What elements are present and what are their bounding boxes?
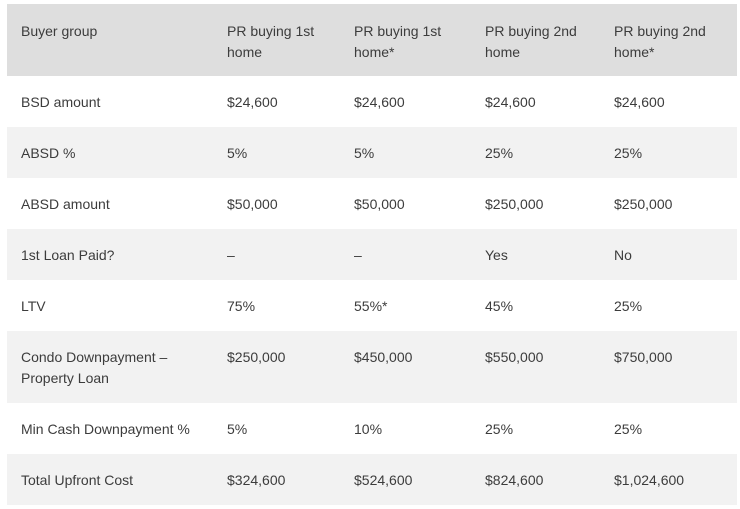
header-pr-1st-home: PR buying 1st home <box>227 23 315 60</box>
cell-value: 25% <box>485 145 514 161</box>
cell-value: $550,000 <box>485 349 544 365</box>
row-label: BSD amount <box>21 94 101 110</box>
cell-value: $24,600 <box>227 94 278 110</box>
cell-value: $824,600 <box>485 472 544 488</box>
cell-value: $50,000 <box>227 196 278 212</box>
cell-value: No <box>614 247 632 263</box>
comparison-table-container: Buyer group PR buying 1st home PR buying… <box>7 4 737 505</box>
table-row: Condo Downpayment – Property Loan $250,0… <box>7 331 737 403</box>
cell-value: $50,000 <box>354 196 405 212</box>
cell-value: 10% <box>354 421 383 437</box>
cell-value: – <box>227 247 235 263</box>
table-header-row: Buyer group PR buying 1st home PR buying… <box>7 4 737 76</box>
cell-value: 25% <box>614 298 643 314</box>
cell-value: $1,024,600 <box>614 472 685 488</box>
row-label: Total Upfront Cost <box>21 472 134 488</box>
cell-value: 5% <box>354 145 375 161</box>
cell-value: 75% <box>227 298 256 314</box>
cell-value: 5% <box>227 145 248 161</box>
table-row: Min Cash Downpayment % 5% 10% 25% 25% <box>7 403 737 454</box>
header-pr-2nd-home: PR buying 2nd home <box>485 23 577 60</box>
cell-value: 45% <box>485 298 514 314</box>
cell-value: – <box>354 247 362 263</box>
cell-value: 5% <box>227 421 248 437</box>
row-label: ABSD amount <box>21 196 110 212</box>
row-label: 1st Loan Paid? <box>21 247 115 263</box>
cell-value: $250,000 <box>614 196 673 212</box>
property-cost-table: Buyer group PR buying 1st home PR buying… <box>7 4 737 505</box>
table-row: LTV 75% 55%* 45% 25% <box>7 280 737 331</box>
table-row: ABSD % 5% 5% 25% 25% <box>7 127 737 178</box>
cell-value: Yes <box>485 247 508 263</box>
row-label: ABSD % <box>21 145 76 161</box>
table-row: Total Upfront Cost $324,600 $524,600 $82… <box>7 454 737 505</box>
row-label: Min Cash Downpayment % <box>21 421 190 437</box>
row-label: LTV <box>21 298 46 314</box>
table-row: 1st Loan Paid? – – Yes No <box>7 229 737 280</box>
cell-value: 25% <box>614 421 643 437</box>
cell-value: $524,600 <box>354 472 413 488</box>
cell-value: $750,000 <box>614 349 673 365</box>
header-buyer-group: Buyer group <box>21 23 98 39</box>
cell-value: 55%* <box>354 298 388 314</box>
cell-value: 25% <box>485 421 514 437</box>
cell-value: $250,000 <box>227 349 286 365</box>
table-row: BSD amount $24,600 $24,600 $24,600 $24,6… <box>7 76 737 127</box>
cell-value: $450,000 <box>354 349 413 365</box>
cell-value: 25% <box>614 145 643 161</box>
cell-value: $250,000 <box>485 196 544 212</box>
header-pr-1st-home-star: PR buying 1st home* <box>354 23 442 60</box>
row-label: Condo Downpayment – Property Loan <box>21 349 168 386</box>
cell-value: $24,600 <box>485 94 536 110</box>
table-row: ABSD amount $50,000 $50,000 $250,000 $25… <box>7 178 737 229</box>
cell-value: $324,600 <box>227 472 286 488</box>
header-pr-2nd-home-star: PR buying 2nd home* <box>614 23 706 60</box>
cell-value: $24,600 <box>614 94 665 110</box>
cell-value: $24,600 <box>354 94 405 110</box>
